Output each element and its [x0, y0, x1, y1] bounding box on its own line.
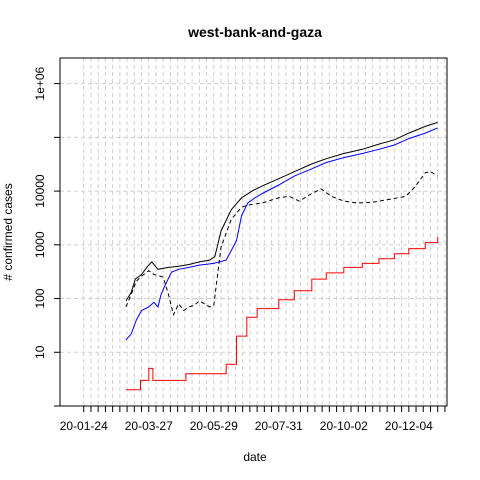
x-tick-label: 20-03-27 [125, 419, 173, 433]
x-tick-label: 20-07-31 [255, 419, 303, 433]
x-axis: 20-01-24 20-03-27 20-05-29 20-07-31 20-10-02… [60, 406, 446, 433]
y-tick-label: 1e+06 [33, 66, 47, 100]
plot-frame [59, 57, 448, 407]
y-axis: 10 100 1000 10000 1e+06 [33, 66, 60, 407]
y-axis-label: # confirmed cases [1, 183, 15, 280]
series-line-3 [126, 237, 439, 391]
x-axis-label: date [243, 450, 267, 464]
y-tick-label: 100 [33, 288, 47, 308]
x-tick-label: 20-01-24 [60, 419, 108, 433]
y-tick-label: 10000 [33, 174, 47, 208]
x-tick-label: 20-12-04 [385, 419, 433, 433]
y-tick-label: 1000 [33, 231, 47, 258]
series-group [125, 121, 439, 391]
x-tick-label: 20-05-29 [190, 419, 238, 433]
series-line-2 [125, 127, 438, 341]
grid [60, 58, 447, 407]
chart-title: west-bank-and-gaza [187, 24, 322, 40]
series-line-4 [125, 171, 438, 317]
series-line-1 [125, 121, 438, 302]
x-tick-label: 20-10-02 [320, 419, 368, 433]
y-tick-label: 10 [33, 345, 47, 359]
